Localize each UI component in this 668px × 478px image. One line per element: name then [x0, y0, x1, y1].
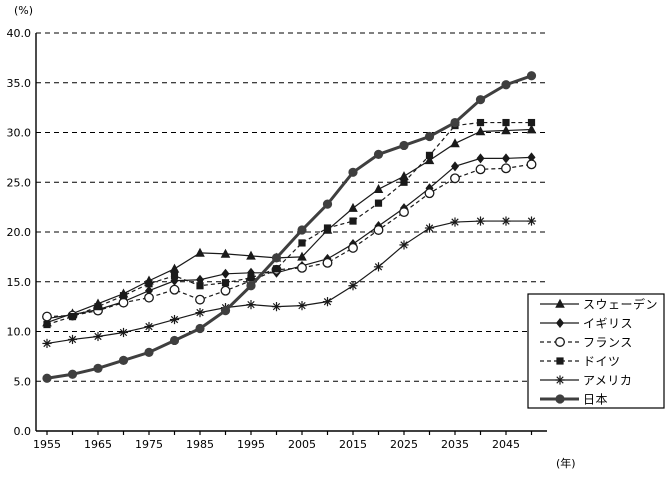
- legend-label-usa: アメリカ: [583, 374, 632, 388]
- y-tick-label: 30.0: [7, 127, 32, 140]
- series-sweden: [42, 124, 537, 327]
- y-tick-label: 35.0: [7, 77, 32, 90]
- x-axis-ticks-and-labels: 1955 1965 1975 1985 1995 2005 2015 2025 2035 2045: [33, 431, 533, 451]
- legend-row-sweden: スウェーデン: [540, 297, 658, 312]
- x-tick-label: 2005: [288, 438, 316, 451]
- x-tick-label: 2045: [492, 438, 520, 451]
- y-tick-label: 25.0: [7, 176, 32, 189]
- series-japan: [42, 71, 537, 383]
- x-tick-label: 1985: [186, 438, 214, 451]
- legend-label-germany: ドイツ: [583, 355, 621, 369]
- x-tick-label: 2025: [390, 438, 418, 451]
- series-uk: [43, 152, 536, 324]
- legend-label-uk: イギリス: [583, 317, 633, 331]
- series-usa: [42, 216, 537, 349]
- y-axis-unit-label: (%): [14, 4, 34, 17]
- legend-label-france: フランス: [583, 336, 633, 350]
- y-tick-label: 0.0: [14, 425, 32, 438]
- x-tick-label: 1965: [84, 438, 112, 451]
- legend-box: [527, 293, 665, 409]
- gridlines: [36, 32, 547, 382]
- y-tick-label: 20.0: [7, 226, 32, 239]
- legend-label-sweden: スウェーデン: [583, 297, 658, 312]
- x-tick-label: 1955: [33, 438, 61, 451]
- y-tick-label: 5.0: [14, 375, 32, 388]
- y-tick-label: 40.0: [7, 27, 32, 40]
- legend-row-uk: イギリス: [540, 317, 633, 331]
- series-germany: [43, 118, 536, 329]
- x-tick-label: 1995: [237, 438, 265, 451]
- legend-row-usa: アメリカ: [540, 374, 632, 388]
- y-tick-label: 15.0: [7, 276, 32, 289]
- axes: [35, 33, 547, 432]
- legend-row-germany: ドイツ: [540, 355, 621, 369]
- legend-row-france: フランス: [540, 336, 633, 350]
- x-axis-unit-label: (年): [556, 457, 576, 470]
- y-tick-label: 10.0: [7, 326, 32, 339]
- x-tick-label: 2015: [339, 438, 367, 451]
- x-tick-label: 1975: [135, 438, 163, 451]
- legend-row-japan: 日本: [540, 393, 608, 407]
- legend-label-japan: 日本: [583, 393, 608, 407]
- x-tick-label: 2035: [441, 438, 469, 451]
- y-axis-tick-labels: 0.0 5.0 10.0 15.0 20.0 25.0 30.0 35.0 40.0: [7, 27, 32, 438]
